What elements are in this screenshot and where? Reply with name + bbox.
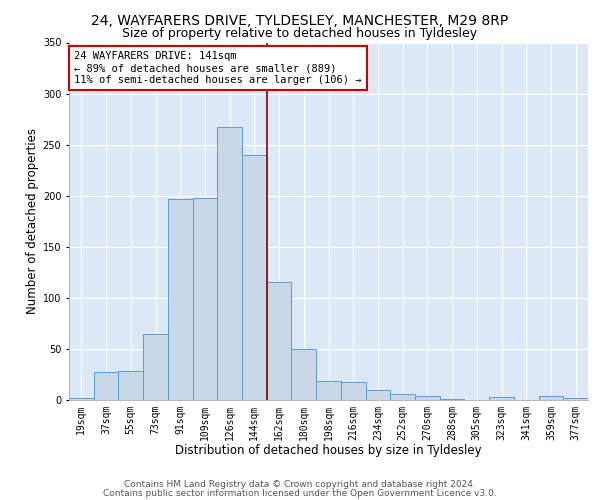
Bar [563, 398, 588, 400]
Text: Contains public sector information licensed under the Open Government Licence v3: Contains public sector information licen… [103, 489, 497, 498]
Bar [539, 396, 563, 400]
Bar [118, 372, 143, 400]
Text: Contains HM Land Registry data © Crown copyright and database right 2024.: Contains HM Land Registry data © Crown c… [124, 480, 476, 489]
Bar [489, 397, 514, 400]
Bar [168, 199, 193, 400]
Bar [217, 128, 242, 400]
Text: Size of property relative to detached houses in Tyldesley: Size of property relative to detached ho… [122, 28, 478, 40]
Bar [69, 398, 94, 400]
Bar [415, 396, 440, 400]
X-axis label: Distribution of detached houses by size in Tyldesley: Distribution of detached houses by size … [175, 444, 482, 458]
Bar [267, 282, 292, 400]
Bar [94, 372, 118, 400]
Bar [341, 382, 365, 400]
Text: 24, WAYFARERS DRIVE, TYLDESLEY, MANCHESTER, M29 8RP: 24, WAYFARERS DRIVE, TYLDESLEY, MANCHEST… [91, 14, 509, 28]
Bar [193, 198, 217, 400]
Bar [316, 380, 341, 400]
Bar [390, 394, 415, 400]
Bar [143, 334, 168, 400]
Text: 24 WAYFARERS DRIVE: 141sqm
← 89% of detached houses are smaller (889)
11% of sem: 24 WAYFARERS DRIVE: 141sqm ← 89% of deta… [74, 52, 362, 84]
Bar [440, 399, 464, 400]
Bar [242, 155, 267, 400]
Y-axis label: Number of detached properties: Number of detached properties [26, 128, 38, 314]
Bar [365, 390, 390, 400]
Bar [292, 349, 316, 400]
